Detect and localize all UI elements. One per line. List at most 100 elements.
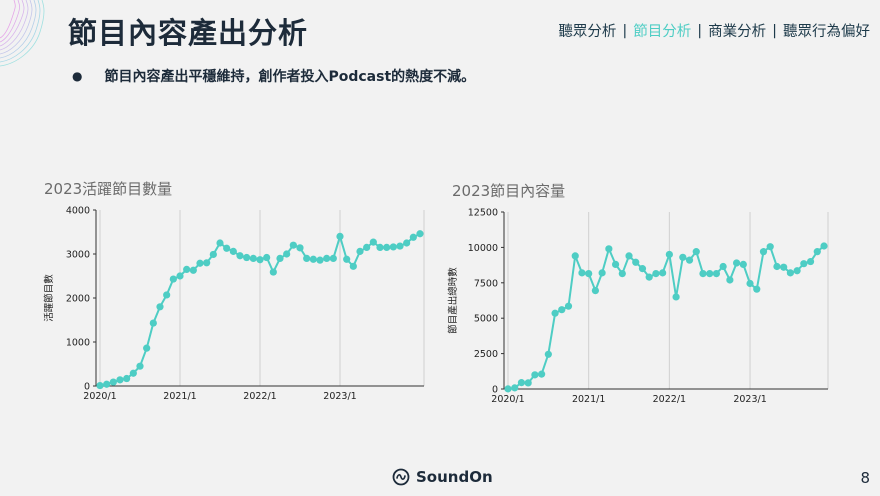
data-point bbox=[96, 381, 104, 390]
x-tick-label: 2023/1 bbox=[733, 394, 766, 405]
x-tick-label: 2021/1 bbox=[572, 394, 605, 405]
data-point bbox=[136, 362, 144, 370]
content-volume-chart-plot: 2020/1 2021/1 2022/1 2023/1 0 2500 5000 7500 100… bbox=[447, 208, 829, 405]
data-point bbox=[632, 258, 640, 266]
y-tick-label: 12500 bbox=[468, 208, 498, 219]
data-point bbox=[323, 254, 331, 262]
data-point bbox=[243, 253, 251, 262]
data-point bbox=[726, 276, 734, 284]
data-point bbox=[389, 243, 397, 251]
data-point bbox=[591, 286, 600, 295]
data-point bbox=[780, 263, 788, 271]
data-point bbox=[203, 259, 211, 267]
nav-item-business-analysis[interactable]: 商業分析 bbox=[708, 24, 767, 40]
data-point bbox=[820, 242, 828, 250]
summary-text: 節目內容產出平穩維持，創作者投入Podcast的熱度不減。 bbox=[104, 69, 476, 85]
top-navigation: 聽眾分析 | 節目分析 | 商業分析 | 聽眾行為偏好 bbox=[558, 20, 870, 41]
data-point bbox=[638, 265, 647, 273]
chart-title: 2023活躍節目數量 bbox=[44, 180, 173, 198]
data-point bbox=[732, 259, 741, 267]
data-point bbox=[123, 374, 131, 383]
data-point bbox=[558, 306, 566, 314]
data-point bbox=[544, 350, 552, 358]
soundon-logo-icon bbox=[392, 468, 410, 486]
data-point bbox=[283, 250, 291, 258]
chart-title: 2023節目內容量 bbox=[452, 182, 566, 200]
data-point bbox=[645, 273, 653, 281]
data-point bbox=[504, 385, 512, 393]
data-point bbox=[706, 269, 714, 278]
data-point bbox=[719, 262, 727, 271]
x-tick-label: 2022/1 bbox=[243, 391, 276, 402]
y-tick-label: 5000 bbox=[474, 314, 498, 325]
x-tick-label: 2021/1 bbox=[163, 391, 196, 402]
data-point bbox=[169, 275, 177, 283]
data-point bbox=[336, 232, 344, 240]
data-point bbox=[524, 379, 532, 387]
nav-item-show-analysis[interactable]: 節目分析 bbox=[633, 24, 692, 40]
data-point bbox=[396, 242, 404, 250]
page-title: 節目內容產出分析 bbox=[68, 16, 309, 50]
data-point bbox=[605, 245, 613, 253]
page-number: 8 bbox=[860, 469, 870, 487]
data-point bbox=[356, 247, 364, 255]
x-tick-label: 2020/1 bbox=[491, 394, 524, 405]
data-point bbox=[793, 267, 801, 275]
data-point bbox=[611, 260, 620, 268]
data-point bbox=[403, 239, 411, 247]
nav-separator: | bbox=[772, 22, 777, 39]
nav-item-audience-analysis[interactable]: 聽眾分析 bbox=[558, 24, 617, 40]
y-tick-label: 2000 bbox=[66, 294, 90, 305]
data-point bbox=[256, 256, 264, 264]
data-point bbox=[416, 230, 424, 238]
nav-item-listener-behavior[interactable]: 聽眾行為偏好 bbox=[783, 24, 870, 40]
data-point bbox=[103, 380, 111, 388]
data-point bbox=[746, 279, 754, 288]
data-point bbox=[109, 378, 117, 386]
brand-name: SoundOn bbox=[416, 468, 493, 486]
data-point bbox=[309, 255, 317, 263]
data-point bbox=[223, 244, 231, 252]
summary-bullet: ● 節目內容產出平穩維持，創作者投入Podcast的熱度不減。 bbox=[72, 66, 475, 86]
data-point bbox=[786, 269, 794, 277]
data-point bbox=[236, 252, 244, 260]
data-point bbox=[652, 269, 660, 278]
data-point bbox=[289, 241, 297, 249]
y-tick-label: 7500 bbox=[474, 278, 498, 289]
data-point bbox=[712, 269, 721, 278]
data-point bbox=[129, 369, 137, 377]
data-point bbox=[517, 379, 526, 387]
data-point bbox=[618, 269, 626, 278]
y-axis-label: 活躍節目數 bbox=[43, 274, 55, 322]
data-point bbox=[806, 257, 815, 266]
data-point bbox=[163, 291, 171, 299]
data-point bbox=[759, 248, 768, 256]
data-point bbox=[800, 260, 808, 268]
footer-brand: SoundOn bbox=[392, 468, 493, 486]
data-point bbox=[773, 262, 781, 271]
data-point bbox=[263, 253, 271, 262]
data-point bbox=[349, 262, 357, 270]
data-point bbox=[659, 269, 667, 277]
data-point bbox=[229, 247, 237, 255]
data-point bbox=[303, 254, 311, 262]
y-axis-label: 節目產出總時數 bbox=[447, 267, 459, 334]
y-tick-label: 2500 bbox=[474, 349, 498, 360]
data-point bbox=[578, 269, 586, 277]
y-tick-label: 1000 bbox=[66, 338, 90, 349]
data-point bbox=[249, 254, 257, 262]
data-point bbox=[383, 243, 391, 251]
data-point bbox=[269, 268, 277, 276]
content-volume-chart: 2023節目內容量 2020/1 2021/1 2022/1 2023/1 0 2500 5… bbox=[446, 172, 844, 412]
data-point bbox=[625, 252, 633, 260]
data-point bbox=[766, 243, 774, 251]
y-tick-label: 4000 bbox=[66, 206, 90, 217]
y-tick-label: 10000 bbox=[468, 243, 498, 254]
data-point bbox=[699, 269, 707, 278]
y-tick-label: 0 bbox=[492, 385, 498, 396]
data-point bbox=[685, 256, 694, 264]
y-tick-label: 0 bbox=[84, 382, 90, 393]
data-point bbox=[149, 319, 157, 327]
data-point bbox=[538, 370, 546, 378]
data-point bbox=[511, 384, 519, 392]
